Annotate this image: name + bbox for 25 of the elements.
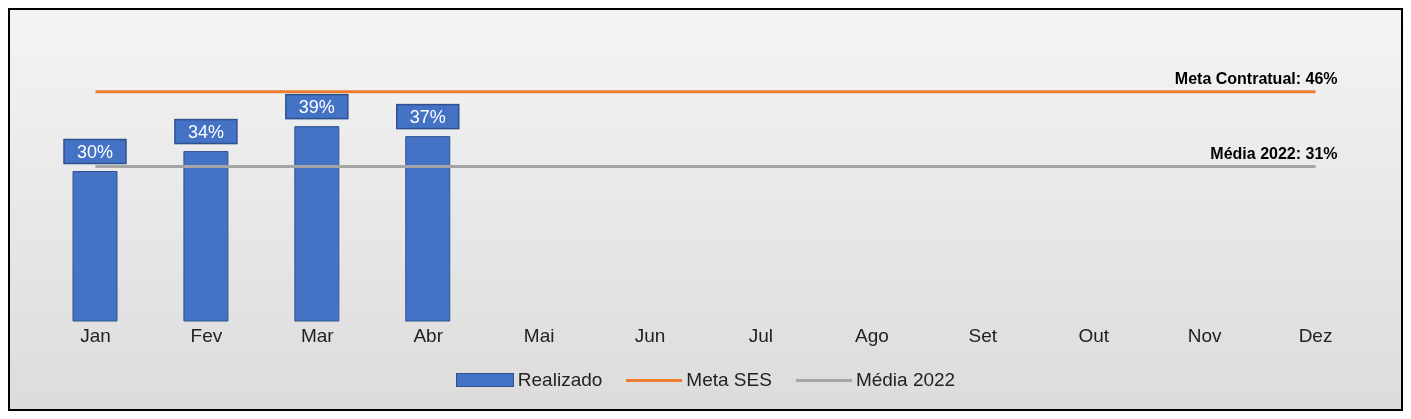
annotation: Meta Contratual: 46% — [1174, 69, 1338, 87]
x-tick-label: Ago — [854, 325, 889, 347]
data-label: 37% — [409, 106, 446, 127]
data-label: 34% — [187, 121, 224, 142]
x-tick-label: Jan — [80, 325, 111, 347]
data-label: 30% — [76, 141, 114, 162]
bar — [294, 126, 340, 322]
x-tick-label: Nov — [1187, 325, 1223, 347]
bar — [183, 151, 229, 322]
bar — [405, 136, 451, 322]
x-tick-label: Mai — [523, 325, 555, 347]
bar — [72, 171, 118, 322]
x-tick-label: Abr — [413, 325, 444, 347]
legend-label: Meta SES — [686, 369, 772, 391]
x-tick-label: Dez — [1298, 325, 1333, 347]
legend-label: Realizado — [517, 369, 603, 391]
x-tick-label: Mar — [300, 325, 335, 347]
x-tick-label: Jun — [634, 325, 666, 347]
x-tick-label: Fev — [190, 325, 223, 347]
data-label: 39% — [298, 96, 335, 117]
x-tick-label: Set — [968, 325, 998, 347]
x-tick-label: Jul — [748, 325, 774, 347]
x-tick-label: Out — [1078, 325, 1110, 347]
legend-label: Média 2022 — [855, 369, 956, 391]
annotation: Média 2022: 31% — [1210, 144, 1338, 162]
